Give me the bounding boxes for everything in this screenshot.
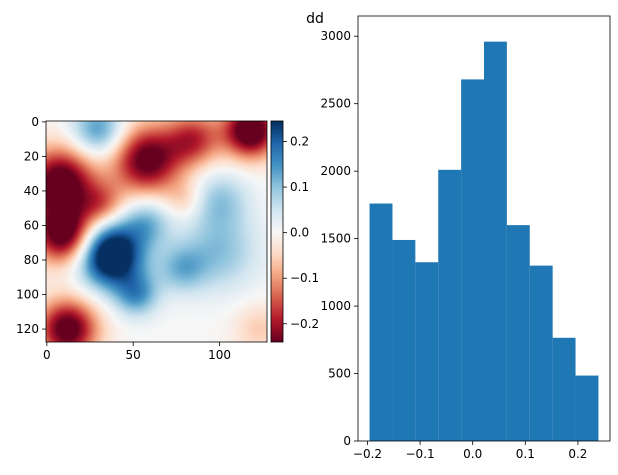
heatmap-x-tick-label: 50 [126,348,141,362]
colorbar-tick-label: 0.0 [290,226,309,240]
colorbar-tick-label: −0.1 [290,271,319,285]
heatmap-y-tick-label: 20 [24,149,39,163]
histogram-bar [484,41,507,442]
colorbar: −0.2 −0.1 0.0 0.1 0.2 [270,120,319,343]
colorbar-axis: −0.2 −0.1 0.0 0.1 0.2 [283,135,319,331]
colorbar-gradient-wrapper [271,121,283,342]
heatmap-image-wrapper [46,121,267,342]
colorbar-tick-label: 0.1 [290,180,309,194]
histogram-bar [575,375,599,441]
heatmap-y-tick-label: 40 [24,184,39,198]
histogram-bar [461,79,484,442]
histogram-y-tick-label: 3000 [320,29,351,43]
histogram-y-tick-label: 2500 [320,97,351,111]
heatmap-y-tick-label: 0 [31,115,39,129]
heatmap-x-tick-label: 100 [208,348,231,362]
colorbar-frame [270,120,284,343]
heatmap-y-tick-label: 60 [24,218,39,232]
histogram-y-tick-label: 500 [328,367,351,381]
histogram-bar [415,262,439,441]
colorbar-gradient [271,121,283,342]
heatmap-frame [45,120,268,343]
histogram-bars [369,41,599,442]
histogram-bar [369,203,393,441]
heatmap-image [46,121,267,342]
histogram-x-tick-label: 0.1 [516,447,535,461]
histogram-y-axis: 0 500 1000 1500 2000 2500 3000 [320,29,358,448]
heatmap-x-tick-label: 0 [43,348,51,362]
histogram-bar [506,225,530,441]
heatmap-panel: 0 50 100 0 20 40 60 80 100 120 [16,115,268,362]
histogram-bar [529,265,553,441]
heatmap-y-tick-label: 120 [16,322,39,336]
heatmap-y-axis: 0 20 40 60 80 100 120 [16,115,46,336]
histogram-y-tick-label: 1500 [320,232,351,246]
figure-suptitle: dd [306,11,324,27]
colorbar-tick-label: 0.2 [290,135,309,149]
histogram-panel: −0.2 −0.1 0.0 0.1 0.2 0 500 1000 1500 2000 2500 30… [320,15,611,461]
histogram-x-tick-label: 0.2 [568,447,587,461]
heatmap-y-tick-label: 80 [24,253,39,267]
histogram-x-tick-label: −0.2 [353,447,382,461]
histogram-y-tick-label: 2000 [320,164,351,178]
histogram-x-tick-label: 0.0 [463,447,482,461]
heatmap-y-tick-label: 100 [16,288,39,302]
heatmap-x-axis: 0 50 100 [43,342,231,362]
histogram-bar [392,239,416,441]
histogram-frame [357,15,611,442]
histogram-y-tick-label: 0 [343,434,351,448]
histogram-bar [552,337,576,441]
histogram-bar [438,169,462,442]
histogram-y-tick-label: 1000 [320,299,351,313]
histogram-x-tick-label: −0.1 [406,447,435,461]
histogram-x-axis: −0.2 −0.1 0.0 0.1 0.2 [353,441,587,461]
colorbar-tick-label: −0.2 [290,317,319,331]
